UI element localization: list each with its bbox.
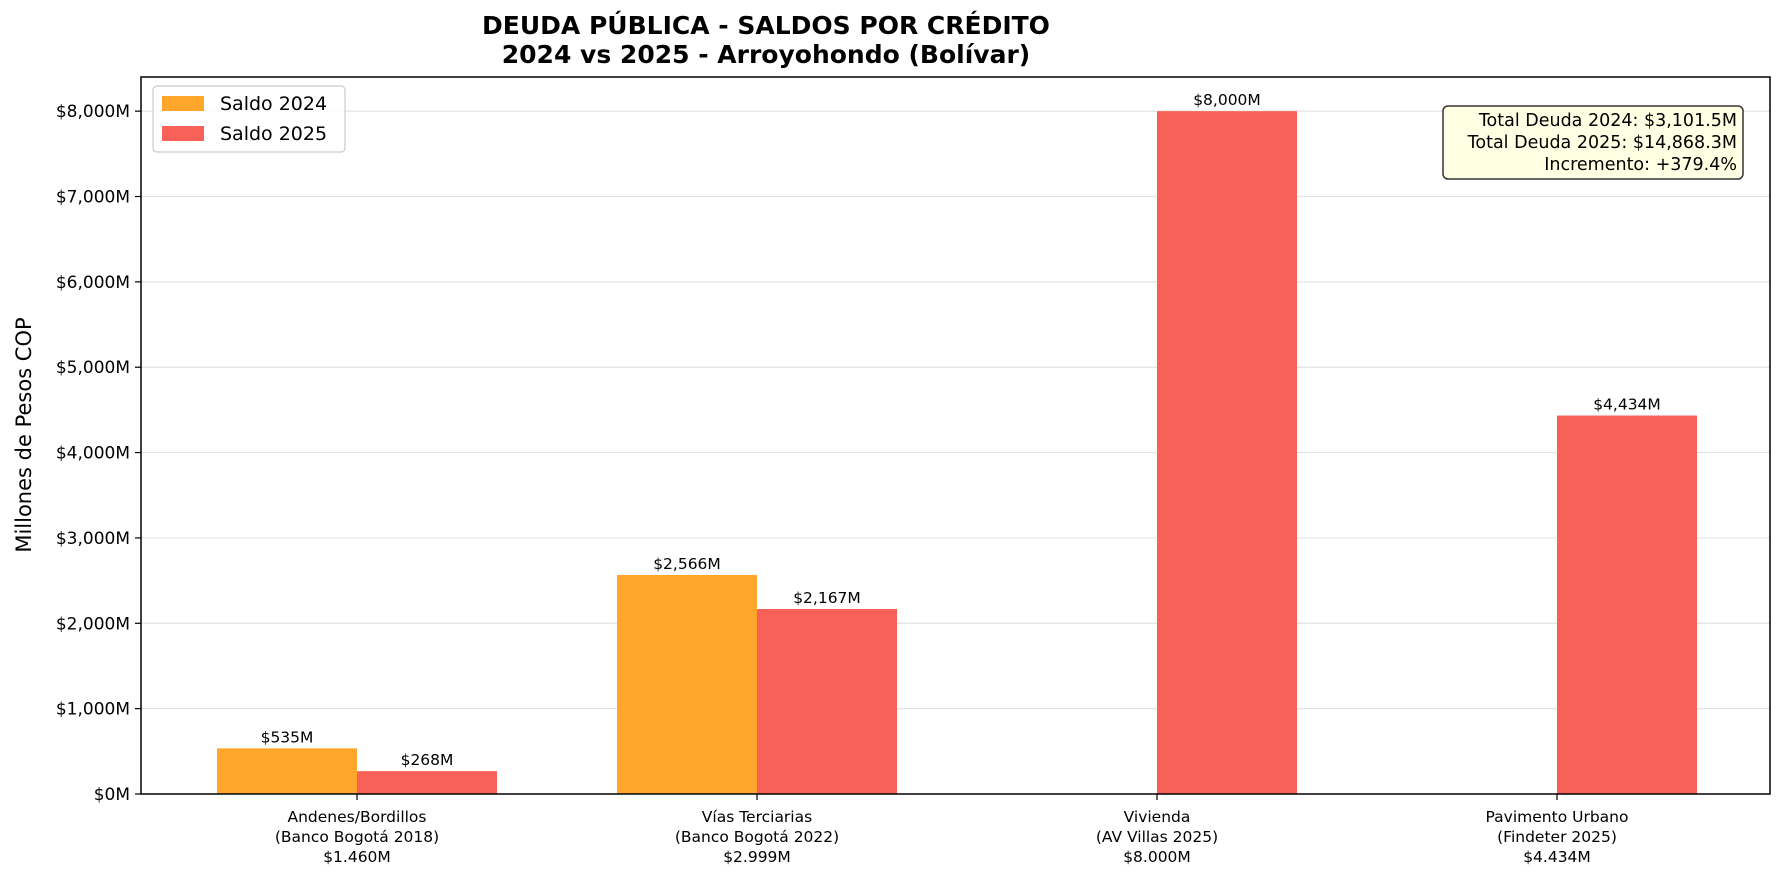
- totals-annotation-line: Incremento: +379.4%: [1544, 155, 1737, 175]
- x-tick-label: Andenes/Bordillos: [288, 808, 427, 826]
- x-tick-label: $2.999M: [723, 848, 791, 866]
- y-tick-label: $0M: [94, 785, 130, 805]
- totals-annotation-line: Total Deuda 2025: $14,868.3M: [1467, 133, 1737, 153]
- plot-frame: [140, 76, 1771, 795]
- y-tick-label: $7,000M: [56, 188, 130, 208]
- x-tick-label: (Banco Bogotá 2018): [275, 828, 439, 846]
- legend-swatch: [162, 126, 204, 141]
- bar-saldo-2025: [1557, 415, 1697, 794]
- y-axis-label: Millones de Pesos COP: [12, 317, 36, 552]
- chart-title-line-1: DEUDA PÚBLICA - SALDOS POR CRÉDITO: [482, 10, 1050, 40]
- bar-value-label: $535M: [261, 728, 314, 746]
- bar-saldo-2025: [1157, 111, 1297, 794]
- bar-value-label: $8,000M: [1193, 91, 1261, 109]
- legend-label: Saldo 2025: [220, 123, 327, 145]
- bar-saldo-2025: [357, 771, 497, 794]
- bar-value-label: $2,167M: [793, 589, 861, 607]
- data-labels: $535M $2,566M $268M $2,167M $8,000M $4,434M: [261, 91, 1661, 769]
- totals-annotation-line: Total Deuda 2024: $3,101.5M: [1478, 111, 1737, 131]
- y-tick-label: $5,000M: [56, 358, 130, 378]
- y-tick-label: $2,000M: [56, 614, 130, 634]
- y-tick-label: $8,000M: [56, 102, 130, 122]
- x-tick-label: Pavimento Urbano: [1486, 808, 1629, 826]
- legend-label: Saldo 2024: [220, 93, 327, 115]
- x-tick-label: $8.000M: [1123, 848, 1191, 866]
- y-tick-label: $1,000M: [56, 700, 130, 720]
- x-tick-label: (AV Villas 2025): [1096, 828, 1218, 846]
- legend-swatch: [162, 96, 204, 111]
- bars: [217, 111, 1697, 794]
- y-axis-ticks: $0M $1,000M $2,000M $3,000M $4,000M $5,000M $6…: [56, 102, 141, 805]
- bar-saldo-2024: [217, 748, 357, 794]
- legend: Saldo 2024 Saldo 2025: [152, 85, 346, 153]
- y-tick-label: $6,000M: [56, 273, 130, 293]
- y-tick-label: $4,000M: [56, 444, 130, 464]
- bar-saldo-2024: [617, 574, 757, 794]
- bar-saldo-2025: [757, 609, 897, 794]
- x-tick-label: (Banco Bogotá 2022): [675, 828, 839, 846]
- x-tick-label: (Findeter 2025): [1497, 828, 1617, 846]
- bar-value-label: $2,566M: [653, 555, 721, 573]
- x-tick-label: Vivienda: [1124, 808, 1191, 826]
- x-tick-label: $4.434M: [1523, 848, 1591, 866]
- y-gridlines: [141, 110, 1770, 710]
- x-axis-ticks: Andenes/Bordillos (Banco Bogotá 2018) $1.4…: [275, 794, 1629, 866]
- totals-annotation-box: [1442, 105, 1744, 180]
- x-tick-label: Vías Terciarias: [702, 808, 812, 826]
- bar-value-label: $268M: [401, 751, 454, 769]
- x-tick-label: $1.460M: [323, 848, 391, 866]
- chart-title-line-2: 2024 vs 2025 - Arroyohondo (Bolívar): [502, 40, 1030, 69]
- y-tick-label: $3,000M: [56, 529, 130, 549]
- bar-value-label: $4,434M: [1593, 396, 1661, 414]
